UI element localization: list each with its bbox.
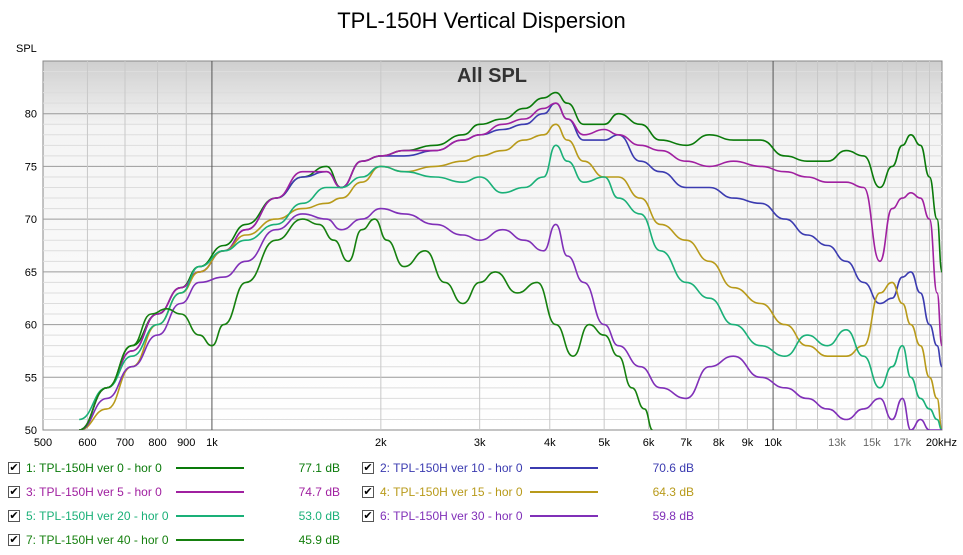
legend-line-swatch xyxy=(530,491,598,493)
legend-series-name: 5: TPL-150H ver 20 - hor 0 xyxy=(26,509,169,523)
legend-item-1[interactable]: ✔ 1: TPL-150H ver 0 - hor 0 77.1 dB xyxy=(8,458,340,478)
legend-line-swatch xyxy=(176,467,244,469)
legend-checkbox[interactable]: ✔ xyxy=(8,486,20,498)
x-tick-label: 13k xyxy=(828,437,846,449)
x-tick-label: 8k xyxy=(713,437,725,449)
legend: ✔ 1: TPL-150H ver 0 - hor 0 77.1 dB ✔ 2: TPL… xyxy=(0,458,963,555)
legend-series-value: 74.7 dB xyxy=(298,485,340,499)
x-tick-label: 1k xyxy=(206,437,218,449)
y-tick-label: 65 xyxy=(25,267,37,279)
legend-series-value: 64.3 dB xyxy=(652,485,694,499)
plot-area xyxy=(42,60,943,431)
legend-series-name: 6: TPL-150H ver 30 - hor 0 xyxy=(380,509,523,523)
x-tick-label: 15k xyxy=(863,437,881,449)
legend-checkbox[interactable]: ✔ xyxy=(362,462,374,474)
series-line-6 xyxy=(79,207,942,430)
legend-checkbox[interactable]: ✔ xyxy=(362,486,374,498)
series-line-1 xyxy=(78,91,942,430)
legend-series-value: 77.1 dB xyxy=(298,461,340,475)
y-tick-label: 50 xyxy=(25,425,37,437)
legend-series-name: 7: TPL-150H ver 40 - hor 0 xyxy=(26,533,169,547)
chart-title: TPL-150H Vertical Dispersion xyxy=(337,8,626,33)
x-tick-label: 20kHz xyxy=(926,437,957,449)
x-tick-label: 6k xyxy=(643,437,655,449)
legend-line-swatch xyxy=(176,515,244,517)
legend-series-value: 45.9 dB xyxy=(298,533,340,547)
series-line-7 xyxy=(78,218,654,430)
chart-annotation: All SPL xyxy=(457,65,527,87)
legend-item-3[interactable]: ✔ 3: TPL-150H ver 5 - hor 0 74.7 dB xyxy=(8,482,340,502)
x-tick-label: 7k xyxy=(680,437,692,449)
x-tick-label: 3k xyxy=(474,437,486,449)
x-tick-label: 9k xyxy=(742,437,754,449)
x-tick-label: 500 xyxy=(34,437,52,449)
legend-line-swatch xyxy=(176,491,244,493)
series-line-3 xyxy=(78,102,942,430)
legend-series-name: 3: TPL-150H ver 5 - hor 0 xyxy=(26,485,162,499)
legend-checkbox[interactable]: ✔ xyxy=(8,510,20,522)
x-tick-label: 10k xyxy=(764,437,782,449)
x-tick-label: 2k xyxy=(375,437,387,449)
x-tick-label: 900 xyxy=(177,437,195,449)
legend-item-4[interactable]: ✔ 4: TPL-150H ver 15 - hor 0 64.3 dB xyxy=(362,482,694,502)
legend-series-name: 2: TPL-150H ver 10 - hor 0 xyxy=(380,461,523,475)
legend-item-5[interactable]: ✔ 5: TPL-150H ver 20 - hor 0 53.0 dB xyxy=(8,506,340,526)
legend-checkbox[interactable]: ✔ xyxy=(362,510,374,522)
legend-item-7[interactable]: ✔ 7: TPL-150H ver 40 - hor 0 45.9 dB xyxy=(8,530,340,550)
y-tick-label: 80 xyxy=(25,109,37,121)
legend-series-name: 4: TPL-150H ver 15 - hor 0 xyxy=(380,485,523,499)
legend-checkbox[interactable]: ✔ xyxy=(8,534,20,546)
legend-series-value: 53.0 dB xyxy=(298,509,340,523)
legend-line-swatch xyxy=(530,467,598,469)
x-tick-label: 600 xyxy=(78,437,96,449)
legend-item-6[interactable]: ✔ 6: TPL-150H ver 30 - hor 0 59.8 dB xyxy=(362,506,694,526)
legend-line-swatch xyxy=(530,515,598,517)
x-tick-label: 17k xyxy=(894,437,912,449)
y-tick-label: 55 xyxy=(25,372,37,384)
x-tick-label: 800 xyxy=(148,437,166,449)
y-tick-label: 70 xyxy=(25,214,37,226)
legend-checkbox[interactable]: ✔ xyxy=(8,462,20,474)
legend-line-swatch xyxy=(176,539,244,541)
x-tick-label: 5k xyxy=(598,437,610,449)
series-line-5 xyxy=(79,144,942,430)
legend-item-2[interactable]: ✔ 2: TPL-150H ver 10 - hor 0 70.6 dB xyxy=(362,458,694,478)
y-tick-label: 75 xyxy=(25,161,37,173)
y-axis-label: SPL xyxy=(16,43,37,55)
legend-series-value: 59.8 dB xyxy=(652,509,694,523)
frequency-response-plot: 50 55 60 65 70 75 80 500 600 700 800 900 1k 2k 3k 4k 5k 6… xyxy=(16,43,957,449)
y-tick-label: 60 xyxy=(25,320,37,332)
legend-series-name: 1: TPL-150H ver 0 - hor 0 xyxy=(26,461,162,475)
series-line-4 xyxy=(79,123,942,430)
x-tick-label: 700 xyxy=(116,437,134,449)
legend-series-value: 70.6 dB xyxy=(652,461,694,475)
x-tick-label: 4k xyxy=(544,437,556,449)
